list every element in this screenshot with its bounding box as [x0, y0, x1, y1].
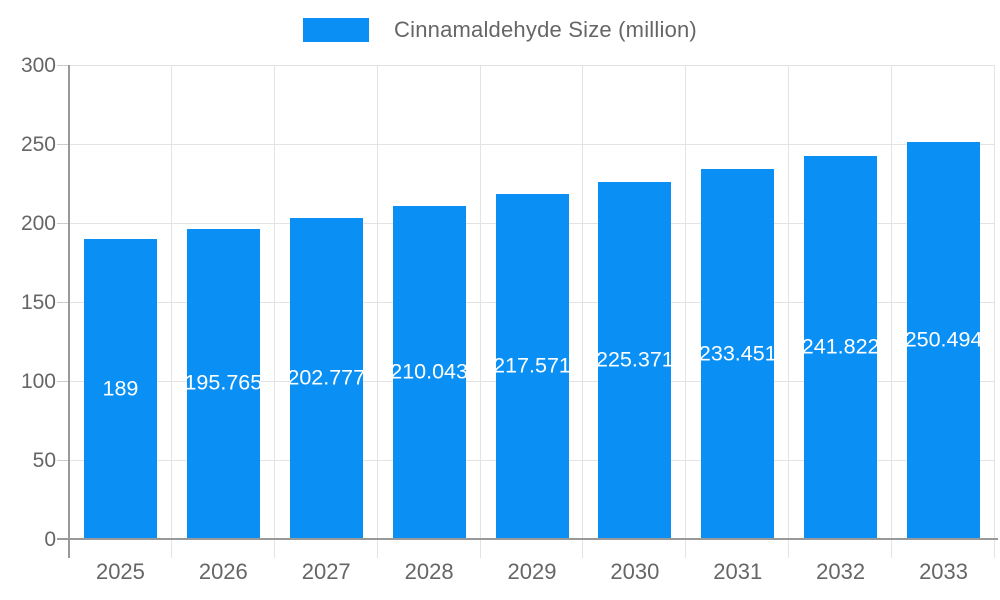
- vgridline: [788, 65, 790, 558]
- vgridline: [273, 65, 275, 558]
- y-tick-label: 100: [20, 370, 56, 393]
- x-tick-label: 2033: [919, 559, 969, 584]
- bar-value-label: 241.822: [804, 334, 878, 359]
- y-tick-label: 200: [20, 212, 56, 235]
- bar-value-label: 195.765: [186, 370, 260, 395]
- y-tick-label: 250: [20, 133, 56, 156]
- bar[interactable]: 195.765: [186, 228, 260, 538]
- x-tick-label: 2030: [610, 559, 660, 584]
- bar-value-label: 189: [102, 376, 139, 401]
- x-tick-label: 2031: [713, 559, 763, 584]
- legend-swatch: [303, 18, 370, 42]
- x-tick-label: 2028: [404, 559, 454, 584]
- y-axis-tick: [57, 302, 69, 303]
- legend[interactable]: Cinnamaldehyde Size (million): [0, 17, 1000, 43]
- bar[interactable]: 189: [83, 239, 157, 538]
- bar[interactable]: 225.371: [598, 181, 672, 538]
- bar-value-label: 225.371: [598, 347, 672, 372]
- y-axis-tick: [57, 381, 69, 382]
- x-tick-label: 2025: [95, 559, 145, 584]
- bar-value-label: 210.043: [392, 359, 466, 384]
- bar-value-label: 250.494: [907, 327, 981, 352]
- vgridline: [376, 65, 378, 558]
- y-tick-label: 0: [44, 528, 56, 551]
- x-tick-label: 2027: [301, 559, 351, 584]
- y-tick-label: 300: [20, 54, 56, 77]
- vgridline: [685, 65, 687, 558]
- y-axis-tick: [57, 460, 69, 461]
- bar[interactable]: 250.494: [907, 142, 981, 538]
- x-tick-label: 2032: [816, 559, 866, 584]
- vgridline: [994, 65, 995, 558]
- y-axis-tick: [57, 223, 69, 224]
- vgridline: [582, 65, 584, 558]
- x-tick-label: 2029: [507, 559, 557, 584]
- bar[interactable]: 241.822: [804, 155, 878, 538]
- x-axis-line: [57, 538, 998, 540]
- plot-area: 189 195.765 202.777 210.043 217.571 225.371 23…: [21, 55, 998, 584]
- bar[interactable]: 217.571: [495, 194, 569, 538]
- x-tick-label: 2026: [198, 559, 248, 584]
- bar-value-label: 202.777: [289, 365, 363, 390]
- bar-value-label: 233.451: [701, 341, 775, 366]
- y-tick-label: 150: [20, 291, 56, 314]
- vgridline: [891, 65, 893, 558]
- vgridline: [170, 65, 172, 558]
- y-axis-line: [68, 65, 70, 558]
- bar[interactable]: 233.451: [701, 169, 775, 538]
- legend-label: Cinnamaldehyde Size (million): [394, 17, 697, 42]
- bar[interactable]: 210.043: [392, 206, 466, 538]
- bar-value-label: 217.571: [495, 353, 569, 378]
- y-tick-label: 50: [32, 449, 56, 472]
- y-axis-tick: [57, 144, 69, 145]
- bar[interactable]: 202.777: [289, 217, 363, 538]
- hgridline: [69, 144, 995, 145]
- y-axis-tick: [57, 65, 69, 66]
- vgridline: [479, 65, 481, 558]
- hgridline: [69, 65, 995, 66]
